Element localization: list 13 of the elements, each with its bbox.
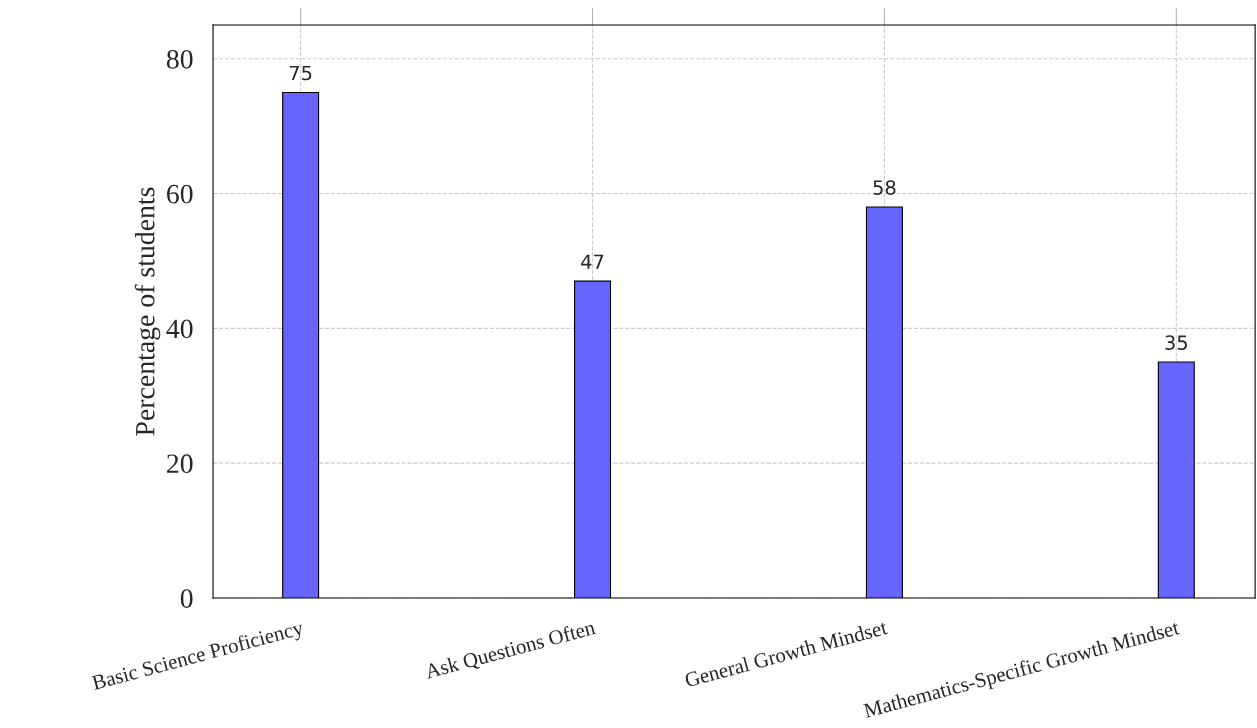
y-tick-label: 60 [167, 184, 193, 204]
y-tick-label: 0 [180, 589, 193, 608]
data-label: 75 [289, 65, 312, 81]
y-tick-label: 80 [166, 49, 193, 69]
y-tick-label: 20 [167, 454, 193, 474]
data-label: 35 [1165, 335, 1187, 350]
x-tick-label: Basic Science Proficiency [91, 619, 306, 695]
y-axis-title: Percentage of students [134, 187, 161, 436]
x-tick-label: General Growth Mindset [684, 619, 889, 688]
data-label: 58 [873, 180, 896, 195]
x-tick-label: Ask Questions Often [423, 619, 597, 682]
y-tick-label: 40 [166, 319, 193, 339]
data-label: 47 [581, 254, 604, 269]
